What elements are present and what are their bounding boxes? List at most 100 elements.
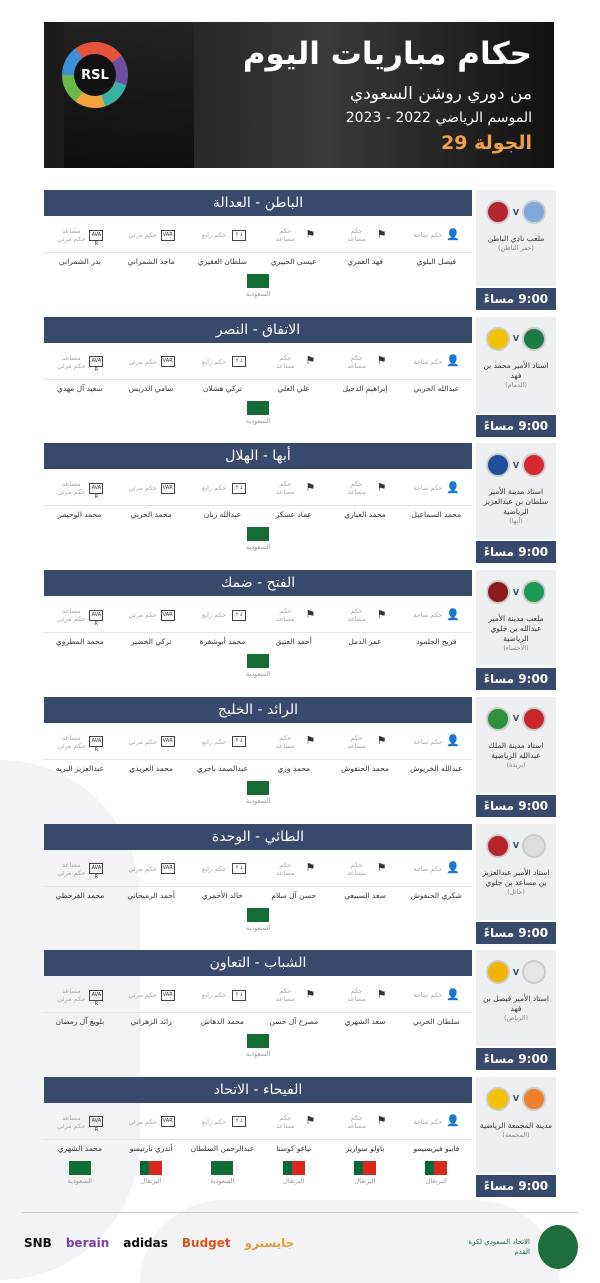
role-cell: VAR حكم مرئي xyxy=(116,984,187,1006)
stadium-city: (حفر الباطن) xyxy=(498,244,534,252)
role: 👤 حكم ساحة xyxy=(401,477,472,499)
role: ⚑ حكم مساعد xyxy=(329,984,400,1006)
flag-icon: ⚑ xyxy=(305,1114,316,1128)
role-label: حكم ساحة xyxy=(413,231,443,239)
referee-name: أحمد الرميحاني xyxy=(127,890,175,900)
referee-name: سعد السبيعي xyxy=(344,890,386,900)
nationality-label: السعودية xyxy=(245,796,271,805)
role-cell: VAR حكم مرئي xyxy=(116,1111,187,1133)
role-label: حكم ساحة xyxy=(413,357,443,366)
flag-icon: ⚑ xyxy=(305,607,316,621)
role: VAR حكم مرئي xyxy=(116,351,187,373)
role-label: حكم مساعد xyxy=(347,227,366,243)
avar-icon: AVAR xyxy=(89,736,104,753)
role-label: مساعد حكم مرئي xyxy=(57,860,86,877)
role-label: حكم مساعد xyxy=(347,353,366,370)
team-logos: V xyxy=(476,326,556,351)
referee-name: تياغو كوستا xyxy=(276,1143,312,1153)
role-cell: ↑↓ حكم رابع xyxy=(187,604,258,626)
rsl-logo: RSL xyxy=(62,42,128,108)
saudi-flag-icon xyxy=(211,1160,234,1175)
role: VAR حكم مرئي xyxy=(116,858,187,880)
referee-names: فريح الجلمود عمر الدمل أحمد العتيق محمد أبو… xyxy=(44,637,472,646)
portugal-flag-icon xyxy=(425,1160,448,1175)
stadium-name: مدينة المجمعة الرياضية xyxy=(479,1120,553,1130)
match-info: V استاد الأمير فيصل بن فهد (الرياض) xyxy=(476,950,556,1047)
stadium-city: (الدمام) xyxy=(505,380,527,389)
var-icon: VAR xyxy=(160,1116,175,1128)
stadium-name: استاد مدينة الأمير سلطان بن عبدالعزيز ال… xyxy=(483,487,549,517)
role-cell: ⚑ حكم مساعد xyxy=(329,477,400,499)
referee-name: عبدالله زبان xyxy=(203,510,242,520)
nationalities: البرتغال البرتغال البرتغال السعودية البرتغال… xyxy=(44,1160,472,1185)
role-cell: AVAR مساعد حكم مرئي xyxy=(44,224,115,247)
role: AVAR مساعد حكم مرئي xyxy=(44,1111,115,1133)
role-cell: 👤 حكم ساحة xyxy=(401,604,472,626)
sponsors: SNB berain adidas Budget جايسترو xyxy=(24,1236,294,1250)
match-info: V استاد مدينة الملك عبدالله الرياضية (بريد… xyxy=(476,696,556,793)
versus-label: V xyxy=(512,841,520,850)
saudi-flag-icon xyxy=(68,1160,91,1175)
nationality: السعودية xyxy=(222,527,293,551)
role-label: حكم مساعد xyxy=(275,353,295,370)
role-cell: ⚑ حكم مساعد xyxy=(329,984,400,1006)
role: AVAR مساعد حكم مرئي xyxy=(44,351,115,373)
role: 👤 حكم ساحة xyxy=(401,351,472,373)
role-label: حكم ساحة xyxy=(413,1117,443,1126)
stadium-city: (أبها) xyxy=(509,517,523,526)
role-cell: ↑↓ حكم رابع xyxy=(187,351,258,373)
nationality: السعودية xyxy=(187,1160,258,1185)
nationality-label: السعودية xyxy=(245,923,271,932)
nationality-label: السعودية xyxy=(245,290,271,298)
nationality: السعودية xyxy=(222,907,293,932)
nationality: السعودية xyxy=(222,780,293,805)
role: 👤 حكم ساحة xyxy=(401,858,472,880)
nationality: السعودية xyxy=(222,274,293,298)
versus-label: V xyxy=(512,1094,520,1104)
role-label: حكم مرئي xyxy=(128,1117,157,1126)
role-label: حكم مساعد xyxy=(275,480,295,497)
stadium-name: ملعب مدينة الأمير عبدالله بن جلوي الرياض… xyxy=(488,614,544,644)
stadium-name: استاد الأمير محمد بن فهد xyxy=(483,360,549,380)
role: ↑↓ حكم رابع xyxy=(187,604,258,626)
role-label: حكم رابع xyxy=(201,1117,227,1126)
kickoff-time: 9:00 مساءً xyxy=(476,414,556,437)
role: ⚑ حكم مساعد xyxy=(329,1111,400,1133)
role-cell: 👤 حكم ساحة xyxy=(401,1111,472,1133)
kickoff-time: 9:00 مساءً xyxy=(476,794,556,817)
nationality: السعودية xyxy=(222,400,293,425)
role-cell: VAR حكم مرئي xyxy=(116,604,187,626)
referee-name: محمد الدهاش xyxy=(200,1017,245,1027)
role: 👤 حكم ساحة xyxy=(401,604,472,626)
match-card: الفيحاء - الاتحاد V مدينة المجمعة الرياضية… xyxy=(44,1076,556,1199)
role-cell: ⚑ حكم مساعد xyxy=(329,604,400,626)
role-cell: ⚑ حكم مساعد xyxy=(329,351,400,373)
var-icon: VAR xyxy=(160,736,175,748)
referee-icon: 👤 xyxy=(446,354,460,368)
away-team-logo xyxy=(485,706,510,731)
role: VAR حكم مرئي xyxy=(116,984,187,1006)
referee-name: خالد الأحمري xyxy=(202,890,243,900)
away-team-logo xyxy=(485,960,510,985)
referee-name: محمد المطروي xyxy=(55,637,104,647)
referee-name: علي العلي xyxy=(277,383,310,393)
role-label: حكم رابع xyxy=(201,991,227,1000)
role: ⚑ حكم مساعد xyxy=(329,604,400,626)
role-cell: ⚑ حكم مساعد xyxy=(258,984,329,1006)
referee-name: عبدالله الخريوش xyxy=(410,763,463,773)
avar-icon: AVAR xyxy=(89,989,104,1007)
row-divider xyxy=(44,378,472,380)
referee-name: محمد العباري xyxy=(344,510,386,520)
substitution-board-icon: ↑↓ xyxy=(231,229,246,241)
role-cell: VAR حكم مرئي xyxy=(116,224,187,246)
role-label: حكم ساحة xyxy=(413,991,443,1000)
role: ⚑ حكم مساعد xyxy=(329,731,400,753)
flag-icon: ⚑ xyxy=(376,987,387,1001)
role-cell: 👤 حكم ساحة xyxy=(401,224,472,246)
role-cell: ⚑ حكم مساعد xyxy=(329,731,400,753)
role: VAR حكم مرئي xyxy=(116,224,187,246)
substitution-board-icon: ↑↓ xyxy=(231,482,246,494)
match-info: V ملعب نادي الباطن (حفر الباطن) xyxy=(476,190,556,286)
match-card: أبها - الهلال V استاد مدينة الأمير سلطان ب… xyxy=(44,443,556,565)
stadium-name: ملعب نادي الباطن xyxy=(487,234,545,243)
